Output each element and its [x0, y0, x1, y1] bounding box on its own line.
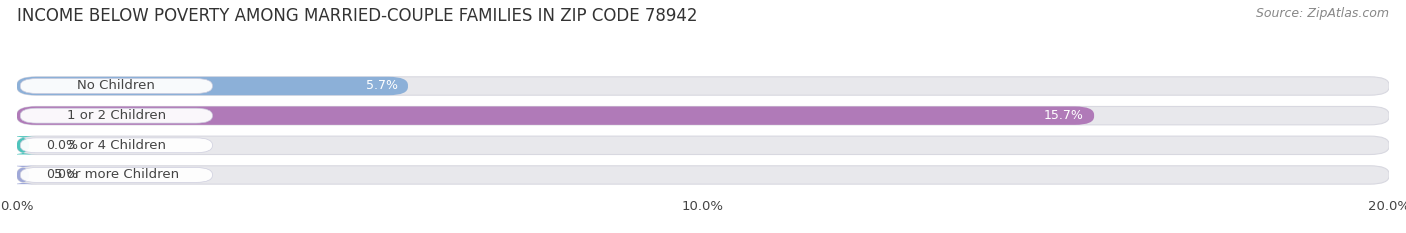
FancyBboxPatch shape [10, 166, 37, 184]
Text: 15.7%: 15.7% [1043, 109, 1084, 122]
Text: 0.0%: 0.0% [46, 139, 79, 152]
Text: 3 or 4 Children: 3 or 4 Children [67, 139, 166, 152]
FancyBboxPatch shape [20, 108, 212, 123]
Text: No Children: No Children [77, 79, 155, 93]
Text: 5.7%: 5.7% [366, 79, 398, 93]
FancyBboxPatch shape [17, 77, 408, 95]
FancyBboxPatch shape [17, 166, 1389, 184]
FancyBboxPatch shape [17, 106, 1094, 125]
FancyBboxPatch shape [20, 79, 212, 93]
FancyBboxPatch shape [17, 77, 1389, 95]
Text: Source: ZipAtlas.com: Source: ZipAtlas.com [1256, 7, 1389, 20]
Text: 0.0%: 0.0% [46, 168, 79, 182]
FancyBboxPatch shape [17, 106, 1389, 125]
FancyBboxPatch shape [10, 136, 37, 154]
Text: INCOME BELOW POVERTY AMONG MARRIED-COUPLE FAMILIES IN ZIP CODE 78942: INCOME BELOW POVERTY AMONG MARRIED-COUPL… [17, 7, 697, 25]
FancyBboxPatch shape [20, 138, 212, 153]
FancyBboxPatch shape [17, 136, 1389, 154]
Text: 1 or 2 Children: 1 or 2 Children [67, 109, 166, 122]
Text: 5 or more Children: 5 or more Children [53, 168, 179, 182]
FancyBboxPatch shape [20, 168, 212, 182]
